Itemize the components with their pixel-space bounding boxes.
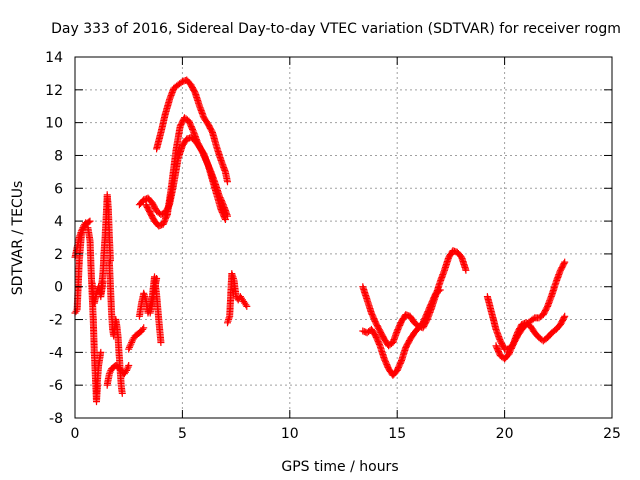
data-point xyxy=(140,324,148,332)
axis-ticks: 0 5 10 15 20 25 -8 -6 -4 -2 0 2 4 6 8 10 12 14 xyxy=(45,50,621,442)
series-arc-early-11 xyxy=(146,275,161,317)
x-tick-label: 15 xyxy=(388,426,406,442)
series-arc-late-4 xyxy=(492,312,569,363)
data-point xyxy=(462,266,470,274)
plot-frame xyxy=(74,56,613,419)
series-arc-early-8 xyxy=(103,362,133,389)
series-arc-early-2 xyxy=(71,219,90,261)
series-arc-late-3 xyxy=(483,258,569,353)
data-point xyxy=(153,275,161,282)
data-point xyxy=(139,325,147,333)
y-tick-label: 8 xyxy=(54,148,63,164)
data-point xyxy=(123,366,131,374)
data-point xyxy=(436,286,444,294)
y-axis-label: SDTVAR / TECUs xyxy=(10,181,26,296)
data-point xyxy=(86,217,94,225)
data-point xyxy=(106,257,114,264)
y-tick-label: -4 xyxy=(49,345,63,361)
data-point xyxy=(435,287,443,295)
chart-title: Day 333 of 2016, Sidereal Day-to-day VTE… xyxy=(51,21,621,37)
series-arc-early-6 xyxy=(97,191,114,297)
series-arc-late-1 xyxy=(359,247,470,350)
x-tick-label: 10 xyxy=(281,426,299,442)
data-point xyxy=(97,348,105,356)
data-point xyxy=(106,368,114,376)
y-tick-label: 10 xyxy=(45,116,63,132)
y-tick-label: 0 xyxy=(54,280,63,296)
data-point xyxy=(561,258,569,266)
y-tick-label: 12 xyxy=(45,83,63,99)
x-tick-label: 25 xyxy=(603,426,621,442)
y-tick-label: -2 xyxy=(49,313,63,329)
data-point xyxy=(124,363,132,371)
data-point xyxy=(82,219,90,227)
data-point xyxy=(118,389,126,397)
data-point xyxy=(123,365,131,373)
data-point xyxy=(126,342,134,350)
data-point xyxy=(127,340,135,348)
data-point xyxy=(157,339,165,346)
y-tick-label: 4 xyxy=(54,214,63,230)
y-tick-label: 6 xyxy=(54,181,63,197)
data-point xyxy=(224,212,231,220)
data-point xyxy=(561,312,569,320)
data-point xyxy=(78,225,86,233)
data-point xyxy=(242,301,250,309)
y-tick-label: -8 xyxy=(49,411,63,427)
data-point xyxy=(125,343,133,351)
data-point xyxy=(81,220,89,228)
data-point xyxy=(125,345,133,353)
data-point xyxy=(125,362,133,369)
y-tick-label: -6 xyxy=(49,378,63,394)
grid-lines xyxy=(75,57,612,418)
series-arc-early-9 xyxy=(125,324,148,353)
series-arc-main-3 xyxy=(153,76,231,186)
data-point xyxy=(72,307,80,315)
x-tick-label: 5 xyxy=(178,426,187,442)
data-points xyxy=(71,76,569,406)
data-point xyxy=(243,302,251,310)
data-point xyxy=(77,227,85,235)
y-tick-label: 14 xyxy=(45,50,63,66)
data-point xyxy=(85,218,93,226)
series-arc-main-2 xyxy=(142,114,231,230)
y-tick-label: 2 xyxy=(54,247,63,263)
data-point xyxy=(128,339,136,346)
x-tick-label: 20 xyxy=(496,426,514,442)
data-point xyxy=(560,314,568,322)
series-arc-late-2 xyxy=(359,286,444,379)
x-tick-label: 0 xyxy=(71,426,80,442)
x-axis-label: GPS time / hours xyxy=(281,459,398,475)
data-point xyxy=(105,370,113,378)
data-point xyxy=(224,178,231,186)
data-point xyxy=(560,260,568,267)
series-arc-early-3 xyxy=(84,224,102,406)
series-arc-early-5 xyxy=(93,348,105,397)
series-arc-mid xyxy=(224,270,251,327)
